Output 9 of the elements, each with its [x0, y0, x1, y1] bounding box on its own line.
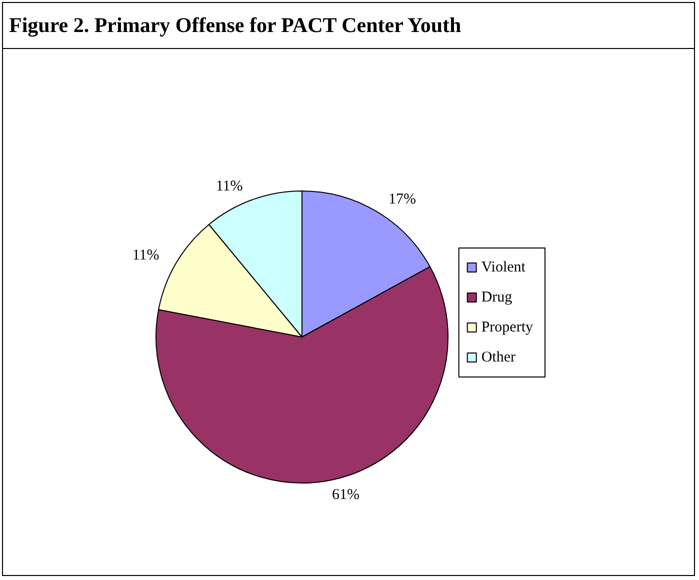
chart-title: Figure 2. Primary Offense for PACT Center Youth [3, 3, 694, 49]
data-label: 11% [216, 178, 243, 194]
legend-label: Drug [481, 290, 513, 306]
data-label: 61% [332, 487, 360, 504]
data-label: 11% [132, 248, 160, 264]
data-label: 17% [388, 191, 416, 208]
legend-label: Violent [481, 260, 526, 276]
legend-label: Other [481, 350, 516, 366]
legend-label: Property [481, 320, 534, 336]
